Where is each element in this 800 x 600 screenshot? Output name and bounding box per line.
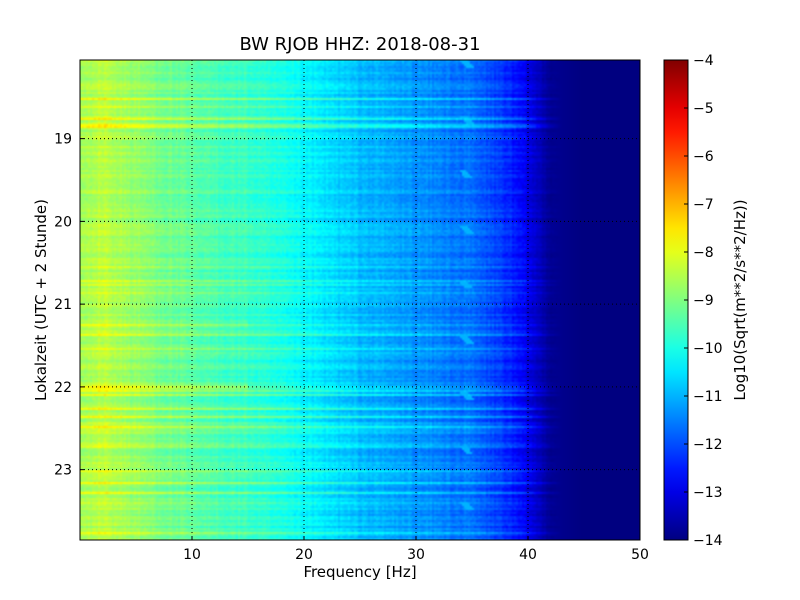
colorbar-tick-label: −6 <box>693 149 714 165</box>
y-tick-label: 21 <box>54 297 72 313</box>
colorbar-tick-label: −14 <box>693 533 723 549</box>
y-tick-label: 23 <box>54 463 72 479</box>
x-tick-label: 50 <box>631 547 649 563</box>
y-tick-label: 22 <box>54 380 72 396</box>
colorbar: −14 −13 −12 −11 −10 −9 −8 −7 −6 −5 −4 <box>663 53 723 549</box>
x-tick-label: 30 <box>407 547 425 563</box>
colorbar-tick-label: −12 <box>693 437 723 453</box>
y-tick-label: 20 <box>54 214 72 230</box>
y-axis-label: Lokalzeit (UTC + 2 Stunde) <box>32 199 50 401</box>
grid-lines <box>80 60 640 540</box>
x-axis-ticks: 10 20 30 40 50 <box>183 536 649 563</box>
y-axis-ticks: 19 20 21 22 23 <box>54 132 84 479</box>
spectrogram-plot: 10 20 30 40 50 19 20 21 22 23 <box>54 59 649 563</box>
x-tick-label: 40 <box>519 547 537 563</box>
colorbar-tick-label: −13 <box>693 485 723 501</box>
colorbar-tick-label: −8 <box>693 245 714 261</box>
colorbar-tick-label: −4 <box>693 53 714 69</box>
colorbar-label: Log10(Sqrt(m**2/s**2/Hz)) <box>731 199 749 400</box>
x-tick-label: 10 <box>183 547 201 563</box>
chart-title: BW RJOB HHZ: 2018-08-31 <box>239 34 480 55</box>
plot-frame <box>79 59 641 541</box>
colorbar-tick-label: −9 <box>693 293 714 309</box>
colorbar-tick-label: −5 <box>693 101 714 117</box>
colorbar-tick-label: −7 <box>693 197 714 213</box>
x-tick-label: 20 <box>295 547 313 563</box>
colorbar-ticks: −14 −13 −12 −11 −10 −9 −8 −7 −6 −5 −4 <box>684 53 723 549</box>
x-axis-label: Frequency [Hz] <box>303 563 416 581</box>
colorbar-tick-label: −11 <box>693 389 723 405</box>
y-tick-label: 19 <box>54 132 72 148</box>
spectrogram-heatmap <box>80 60 640 540</box>
colorbar-tick-label: −10 <box>693 341 723 357</box>
